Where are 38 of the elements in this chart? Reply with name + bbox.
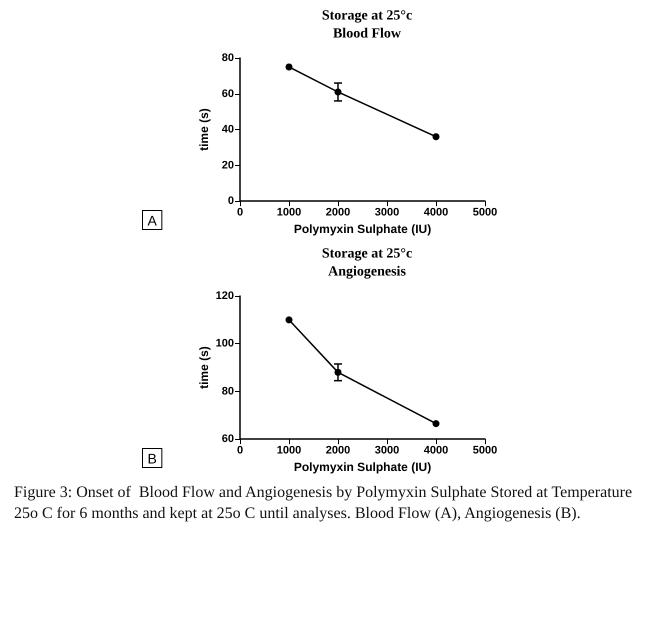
x-tick-label: 0 [236, 206, 244, 219]
caption: Figure 3: Onset of Blood Flow and Angiogenesis by Polymyxin Sulphate Stored at Temperature 25o C for 6 months and kept at 25o C until analyses. Blood Flow (A), Angiogenesis (B). [14, 483, 634, 524]
x-tick-label: 1000 [276, 444, 302, 457]
text: B [148, 450, 157, 466]
y-tick-label: 40 [222, 124, 234, 136]
x-tick-label: 3000 [374, 444, 400, 457]
point [334, 368, 342, 376]
x-tick-label: 5000 [472, 206, 498, 219]
y-tick-label: 20 [222, 159, 234, 172]
y-tick-label: 100 [216, 338, 234, 350]
x-axis-title: Polymyxin Sulphate (IU) [294, 460, 432, 474]
x-tick-label: 1000 [276, 206, 302, 219]
y-tick-label: 60 [222, 433, 234, 446]
point [432, 420, 440, 428]
x-tick-label: 2000 [326, 206, 350, 219]
x-tick-label: 5000 [472, 444, 498, 457]
chart-title: Storage at 25°c [322, 8, 412, 24]
y-tick-label: 80 [222, 385, 234, 398]
chart-subtitle: Blood Flow [332, 26, 402, 42]
point [286, 316, 292, 324]
y-axis-title: time (s) [197, 346, 211, 389]
y-tick-label: 120 [216, 290, 234, 302]
y-tick-label: 80 [222, 52, 234, 64]
x-axis-title: Polymyxin Sulphate (IU) [294, 222, 432, 236]
text: A [148, 212, 158, 228]
y-axis-title: time (s) [197, 108, 211, 151]
point [286, 63, 292, 70]
point [334, 88, 342, 96]
y-tick-label: 60 [222, 88, 234, 100]
x-tick-label: 4000 [424, 206, 448, 219]
x-tick-label: 2000 [326, 444, 350, 457]
chart-title: Storage at 25°c [322, 246, 412, 262]
x-tick-label: 3000 [374, 206, 400, 219]
x-tick-label: 4000 [424, 444, 448, 457]
point [432, 133, 440, 140]
chart-subtitle: Angiogenesis [328, 264, 406, 280]
y-tick-label: 0 [228, 195, 234, 208]
x-tick-label: 0 [236, 444, 244, 457]
